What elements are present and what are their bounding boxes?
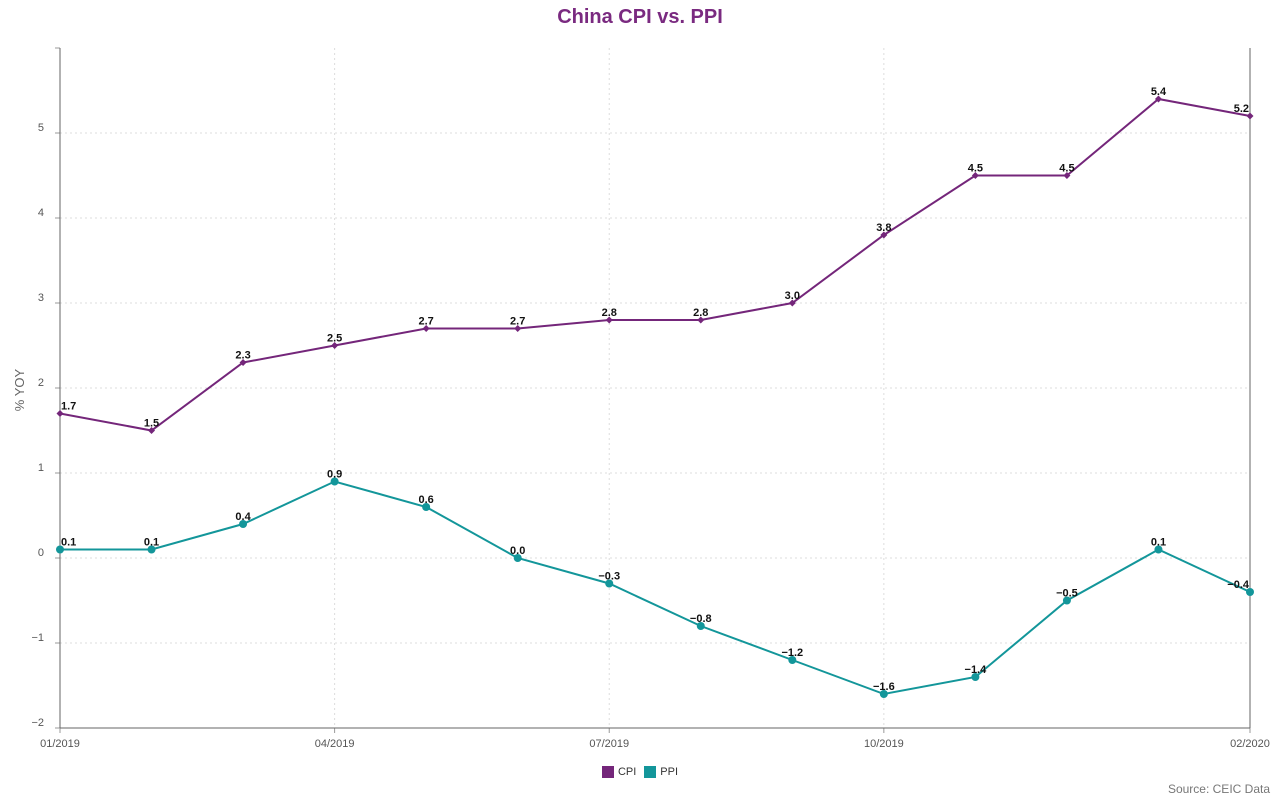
data-label-ppi: −1.4 (965, 664, 988, 676)
legend-swatch-ppi (644, 766, 657, 778)
data-label-cpi: 2.8 (693, 307, 708, 319)
data-label-cpi: 4.5 (1059, 163, 1074, 175)
data-label-ppi: −0.8 (690, 613, 712, 625)
point-cpi[interactable] (514, 325, 522, 332)
point-ppi[interactable] (239, 520, 248, 528)
x-tick-label: 02/2020 (1230, 738, 1270, 750)
point-cpi[interactable] (1063, 172, 1071, 179)
point-ppi[interactable] (513, 554, 522, 562)
point-ppi[interactable] (147, 545, 156, 554)
point-ppi[interactable] (971, 673, 980, 681)
point-cpi[interactable] (331, 342, 339, 349)
series-line-ppi (60, 480, 1251, 696)
y-tick-label: 5 (38, 122, 44, 134)
point-cpi[interactable] (880, 231, 888, 239)
point-ppi[interactable] (696, 622, 705, 630)
data-label-ppi: −1.6 (873, 681, 895, 693)
data-label-ppi: −1.2 (781, 647, 803, 659)
x-tick-label: 04/2019 (315, 738, 355, 750)
legend-label-ppi: PPI (660, 766, 679, 778)
point-ppi[interactable] (330, 477, 339, 486)
data-label-ppi: −0.5 (1056, 588, 1078, 600)
point-cpi[interactable] (788, 299, 796, 307)
grid-lines (60, 48, 1250, 729)
source-note: Source: CEIC Data (1167, 782, 1270, 796)
data-label-cpi: 5.4 (1151, 86, 1167, 98)
data-label-cpi: 3.0 (785, 290, 800, 302)
data-label-cpi: 2.3 (235, 350, 250, 362)
legend-swatch-cpi (601, 766, 614, 778)
point-cpi[interactable] (605, 316, 613, 324)
data-label-cpi: 5.2 (1234, 103, 1249, 115)
data-label-cpi: 1.5 (144, 418, 159, 430)
data-label-ppi: 0.1 (61, 537, 76, 549)
point-ppi[interactable] (605, 579, 614, 588)
point-ppi[interactable] (879, 690, 888, 698)
y-tick-label: −2 (31, 717, 44, 729)
point-cpi[interactable] (1246, 112, 1254, 120)
data-labels: 1.7 1.5 2.3 2.5 2.7 2.7 2.8 2.8 3.0 3.8 4.5 4.5 5.4 5… (61, 86, 1250, 693)
series-layer (56, 95, 1254, 698)
point-cpi[interactable] (239, 359, 247, 366)
point-cpi[interactable] (56, 410, 64, 417)
point-cpi[interactable] (1154, 95, 1162, 103)
data-label-cpi: 2.5 (327, 333, 342, 345)
data-label-cpi: 4.5 (968, 163, 983, 175)
point-ppi[interactable] (1154, 545, 1163, 554)
legend: CPI PPI (0, 766, 1280, 778)
x-tick-label: 07/2019 (589, 738, 629, 750)
point-cpi[interactable] (971, 172, 979, 179)
point-ppi[interactable] (1062, 596, 1071, 605)
axes: −2 −1 0 1 2 3 4 5 01/2019 04/2019 07/2019 10/2019 02… (31, 47, 1270, 750)
data-label-ppi: 0.9 (327, 469, 342, 481)
legend-item-ppi[interactable]: PPI (644, 766, 678, 778)
data-label-ppi: −0.3 (598, 571, 620, 583)
data-label-cpi: 2.7 (419, 316, 434, 328)
y-axis-label: % YOY (12, 368, 27, 411)
point-cpi[interactable] (697, 316, 705, 324)
data-label-cpi: 1.7 (61, 401, 76, 413)
data-label-cpi: 2.8 (602, 307, 617, 319)
y-tick-label: 2 (38, 377, 44, 389)
y-tick-label: 0 (38, 547, 44, 559)
series-line-cpi (59, 97, 1251, 432)
y-tick-label: 4 (38, 207, 44, 219)
point-ppi[interactable] (1246, 588, 1254, 596)
point-ppi[interactable] (422, 503, 431, 511)
legend-label-cpi: CPI (617, 766, 637, 778)
data-label-ppi: 0.1 (144, 537, 159, 549)
y-tick-label: 1 (38, 462, 44, 474)
point-cpi[interactable] (422, 325, 430, 332)
data-label-ppi: 0.6 (419, 494, 434, 506)
x-tick-label: 01/2019 (40, 738, 80, 750)
point-ppi[interactable] (788, 656, 797, 664)
data-label-ppi: −0.4 (1227, 579, 1250, 591)
data-label-ppi: 0.0 (510, 545, 525, 557)
data-label-ppi: 0.1 (1151, 537, 1166, 549)
y-tick-label: −1 (31, 632, 44, 644)
x-tick-label: 10/2019 (864, 738, 904, 750)
data-label-ppi: 0.4 (235, 511, 251, 523)
data-label-cpi: 2.7 (510, 316, 525, 328)
y-tick-label: 3 (38, 292, 44, 304)
chart-title: China CPI vs. PPI (557, 6, 723, 28)
legend-item-cpi[interactable]: CPI (601, 766, 637, 778)
data-label-cpi: 3.8 (876, 222, 891, 234)
point-cpi[interactable] (148, 427, 156, 434)
point-ppi[interactable] (56, 545, 64, 554)
